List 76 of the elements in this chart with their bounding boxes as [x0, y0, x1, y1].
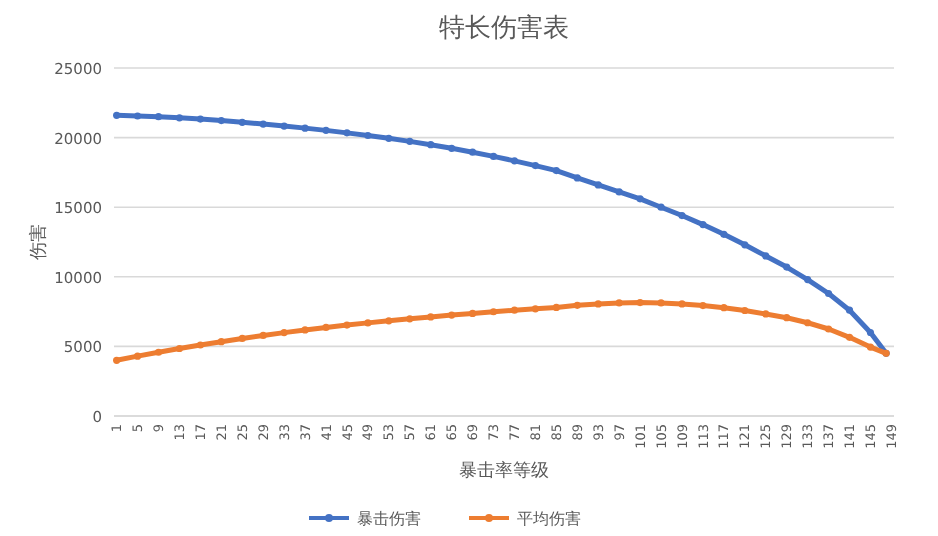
- point: [259, 331, 267, 339]
- x-axis-title: 暴击率等级: [459, 460, 549, 482]
- point: [343, 129, 351, 137]
- point: [133, 352, 142, 360]
- point: [406, 315, 414, 323]
- point: [406, 137, 414, 145]
- point: [217, 117, 225, 125]
- point: [720, 230, 728, 238]
- point: [280, 329, 288, 337]
- point: [468, 309, 477, 318]
- point: [804, 319, 812, 327]
- point: [238, 118, 246, 126]
- point: [510, 306, 519, 314]
- point: [280, 122, 288, 130]
- point: [154, 113, 163, 121]
- point: [783, 314, 791, 322]
- point: [196, 115, 204, 123]
- point: [678, 211, 686, 220]
- point: [113, 111, 121, 119]
- point: [594, 181, 602, 189]
- point: [552, 303, 560, 312]
- point: [657, 203, 665, 211]
- legend-label: 暴击伤害: [357, 510, 421, 528]
- point: [322, 126, 330, 134]
- point: [762, 310, 770, 318]
- point: [720, 304, 728, 312]
- point: [741, 241, 749, 249]
- point: [573, 174, 581, 182]
- point: [552, 166, 560, 175]
- point: [175, 114, 184, 122]
- point: [615, 188, 623, 196]
- point: [427, 141, 435, 149]
- point: [489, 308, 498, 316]
- point: [259, 120, 267, 128]
- point: [468, 148, 477, 156]
- point: [133, 112, 142, 120]
- point: [636, 195, 644, 203]
- point: [364, 319, 372, 327]
- point: [113, 356, 121, 364]
- point: [804, 275, 812, 284]
- point: [385, 134, 393, 142]
- point: [531, 305, 540, 313]
- legend-label: 平均伤害: [517, 510, 581, 528]
- point: [783, 263, 791, 271]
- point: [154, 348, 163, 356]
- point: [510, 157, 519, 165]
- point: [573, 301, 581, 309]
- point: [824, 289, 833, 298]
- point: [343, 321, 351, 329]
- point: [427, 313, 435, 321]
- point: [866, 343, 875, 351]
- point: [762, 252, 770, 260]
- point: [678, 300, 686, 308]
- point: [699, 221, 707, 229]
- point: [594, 300, 602, 308]
- line-series: [113, 298, 890, 364]
- point: [615, 299, 623, 307]
- point: [448, 311, 456, 319]
- point: [196, 341, 204, 349]
- point: [866, 328, 875, 337]
- point: [385, 317, 393, 325]
- point: [489, 152, 498, 160]
- point: [217, 338, 225, 346]
- point: [238, 334, 246, 343]
- point: [322, 323, 330, 332]
- point: [301, 326, 309, 334]
- point: [824, 325, 833, 333]
- point: [657, 299, 665, 307]
- point: [301, 124, 309, 132]
- point: [448, 144, 456, 152]
- point: [845, 333, 854, 341]
- chart-title: 特长伤害表: [439, 12, 569, 44]
- point: [845, 306, 854, 314]
- point: [531, 161, 540, 170]
- point: [699, 302, 707, 310]
- y-axis-title: 伤害: [28, 224, 50, 260]
